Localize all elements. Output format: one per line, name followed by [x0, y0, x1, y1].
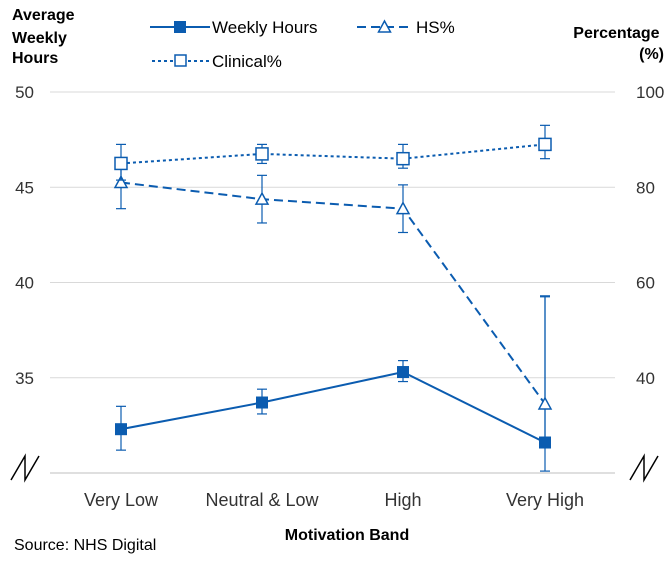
right-axis-ticks: 40 60 80 100 [636, 83, 664, 388]
left-axis-label: Average Weekly Hours [12, 7, 79, 67]
series-clinical- [114, 124, 552, 181]
data-point [254, 191, 270, 205]
legend-item-hs-percent: HS% [357, 18, 455, 37]
left-tick-label: 45 [15, 178, 34, 197]
series-hs- [113, 158, 553, 438]
legend-label-hs-percent: HS% [416, 18, 455, 37]
left-tick-label: 50 [15, 83, 34, 102]
data-point [113, 174, 129, 189]
right-tick-label: 80 [636, 178, 655, 197]
left-axis-ticks: 35 40 45 50 [15, 83, 34, 388]
gridlines [50, 91, 615, 474]
data-point [537, 396, 553, 410]
x-axis-ticks: Very Low Neutral & Low High Very High [84, 490, 584, 510]
left-tick-label: 40 [15, 274, 34, 293]
data-point [538, 137, 552, 152]
right-tick-label: 40 [636, 369, 655, 388]
legend-label-weekly-hours: Weekly Hours [212, 18, 318, 37]
legend-label-clinical-percent: Clinical% [212, 52, 282, 71]
x-tick-label: High [384, 490, 421, 510]
series-layer [113, 124, 553, 472]
legend-item-weekly-hours: Weekly Hours [150, 18, 318, 37]
left-tick-label: 35 [15, 369, 34, 388]
right-tick-label: 100 [636, 83, 664, 102]
data-point [115, 423, 127, 436]
legend: Weekly Hours HS% Clinical% [150, 18, 455, 71]
x-tick-label: Neutral & Low [205, 490, 319, 510]
series-line [120, 181, 546, 405]
x-tick-label: Very High [506, 490, 584, 510]
series-line [120, 370, 546, 444]
right-axis-break-icon [629, 453, 659, 483]
data-point [397, 366, 409, 379]
x-tick-label: Very Low [84, 490, 159, 510]
left-axis-break-icon [10, 453, 40, 483]
right-tick-label: 60 [636, 274, 655, 293]
series-line [120, 143, 546, 165]
data-point [539, 436, 551, 449]
legend-item-clinical-percent: Clinical% [152, 52, 282, 71]
data-point [256, 396, 268, 409]
right-axis-label: Percentage (%) [573, 25, 664, 63]
data-point [255, 147, 269, 161]
x-axis-label: Motivation Band [285, 527, 409, 544]
data-point [396, 151, 410, 166]
data-point [114, 156, 128, 171]
source-note: Source: NHS Digital [14, 537, 156, 554]
data-point [395, 201, 411, 215]
